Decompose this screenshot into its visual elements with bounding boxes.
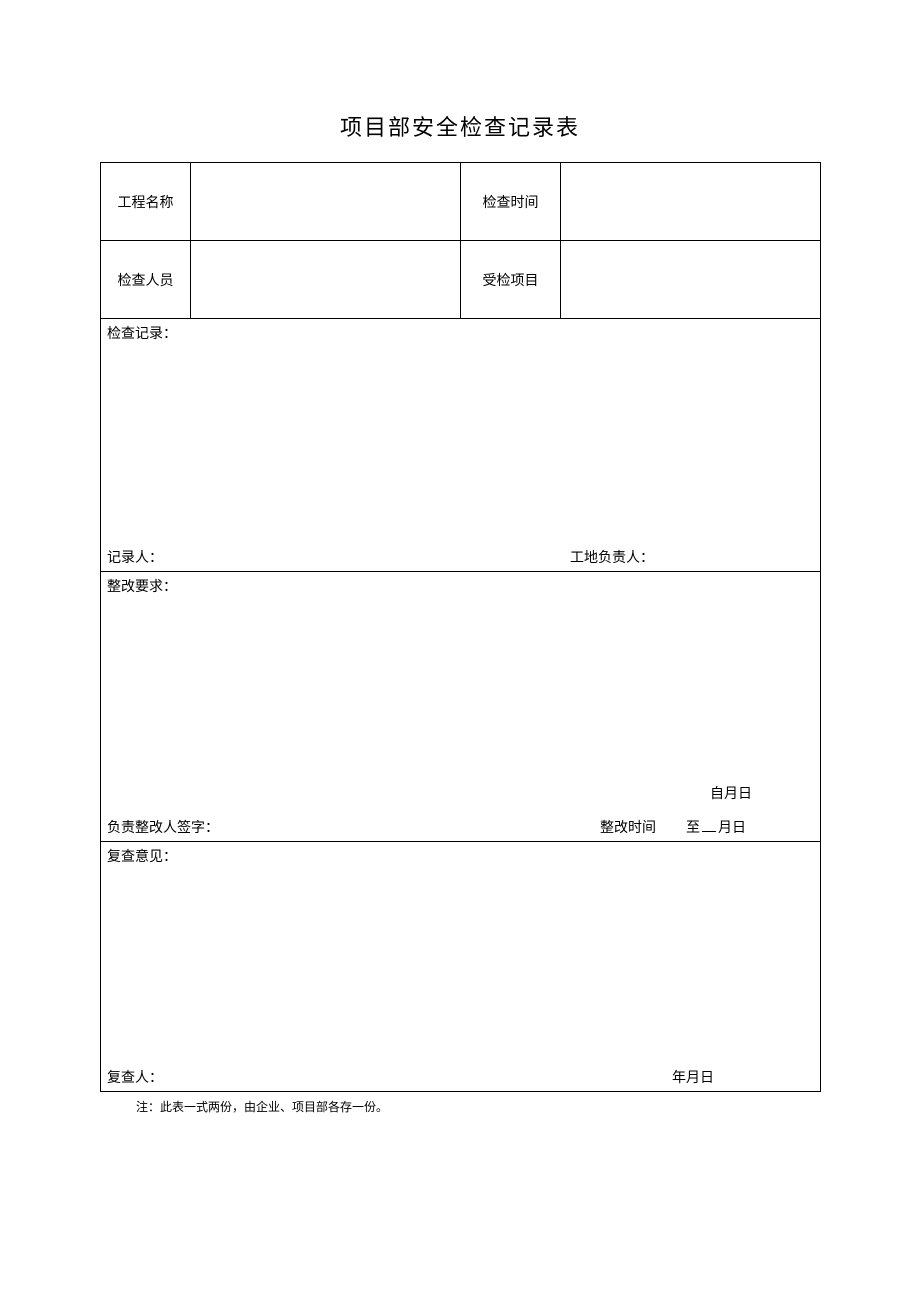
rectification-to-date: 至月日 <box>674 817 814 837</box>
rectification-row: 整改要求： 负责整改人签字： 整改时间 自月日 至月日 <box>101 572 821 842</box>
header-row-2: 检查人员 受检项目 <box>101 241 821 319</box>
inspected-item-value <box>561 241 821 319</box>
recorder-label: 记录人： <box>107 547 163 567</box>
project-name-label: 工程名称 <box>101 163 191 241</box>
underline-blank <box>702 818 716 832</box>
rectification-from-date: 自月日 <box>674 783 814 803</box>
review-row: 复查意见： 复查人： 年月日 <box>101 842 821 1092</box>
review-footer: 复查人： 年月日 <box>107 1067 814 1087</box>
inspected-item-label: 受检项目 <box>461 241 561 319</box>
rectification-label: 整改要求： <box>107 576 814 596</box>
review-section: 复查意见： 复查人： 年月日 <box>101 842 821 1092</box>
reviewer-label: 复查人： <box>107 1067 163 1087</box>
header-row-1: 工程名称 检查时间 <box>101 163 821 241</box>
rectification-footer: 负责整改人签字： 整改时间 自月日 至月日 <box>107 783 814 837</box>
review-date-label: 年月日 <box>672 1067 814 1087</box>
page-title: 项目部安全检查记录表 <box>100 110 820 142</box>
inspection-form-table: 工程名称 检查时间 检查人员 受检项目 检查记录： 记录人： 工地负责人： 整改… <box>100 162 821 1092</box>
footnote: 注：此表一式两份，由企业、项目部各存一份。 <box>100 1098 820 1115</box>
inspection-time-label: 检查时间 <box>461 163 561 241</box>
review-label: 复查意见： <box>107 846 814 866</box>
project-name-value <box>191 163 461 241</box>
rectification-signer-label: 负责整改人签字： <box>107 817 219 837</box>
inspector-value <box>191 241 461 319</box>
inspection-record-row: 检查记录： 记录人： 工地负责人： <box>101 319 821 572</box>
inspection-record-section: 检查记录： 记录人： 工地负责人： <box>101 319 821 572</box>
rectification-section: 整改要求： 负责整改人签字： 整改时间 自月日 至月日 <box>101 572 821 842</box>
inspection-time-value <box>561 163 821 241</box>
inspector-label: 检查人员 <box>101 241 191 319</box>
rectification-time-label: 整改时间 <box>600 817 674 837</box>
inspection-record-label: 检查记录： <box>107 323 814 343</box>
inspection-record-footer: 记录人： 工地负责人： <box>107 547 814 567</box>
site-manager-label: 工地负责人： <box>570 547 814 567</box>
rectification-date-range: 自月日 至月日 <box>674 783 814 837</box>
